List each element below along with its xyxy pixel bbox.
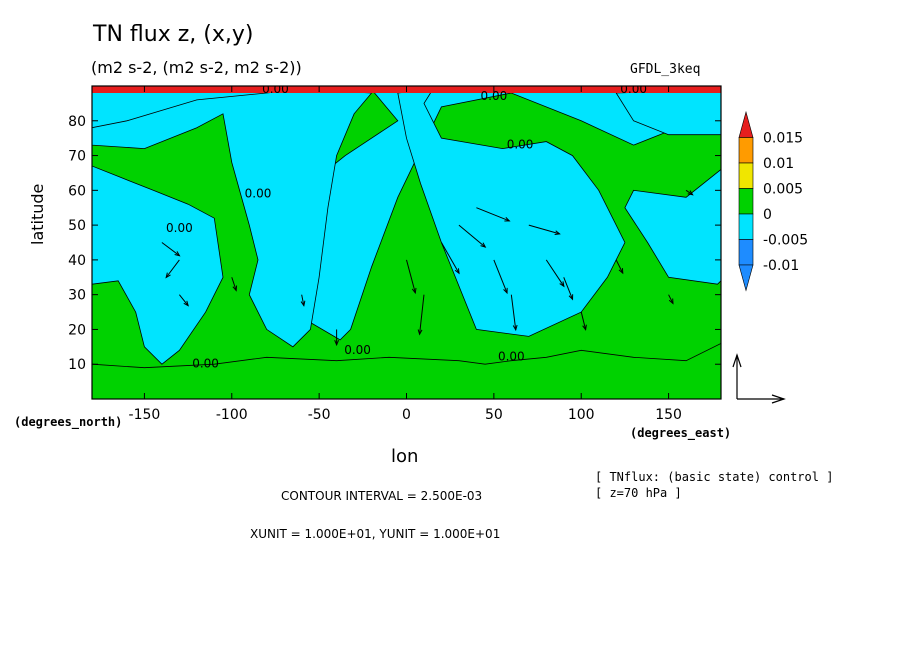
flux-vector-head [503,287,508,295]
flux-vector [458,224,486,248]
note-experiment: [ TNflux: (basic state) control ] [595,470,834,484]
contour-label: 0.00 [507,138,534,152]
contour-label: 0.00 [245,186,272,200]
flux-vector-head [165,272,171,279]
flux-vector [419,294,425,335]
flux-vector [406,259,416,294]
y-tick-label: 10 [68,357,86,373]
x-tick-label: -100 [216,407,248,423]
x-tick-label: -150 [129,407,161,423]
flux-vector-head [559,281,565,288]
flux-vector-head [411,287,417,295]
colorbar-bin [738,137,754,164]
y-tick-label: 50 [68,218,86,234]
flux-vector [580,311,587,330]
reference-vector [732,353,786,404]
flux-vector-head [668,298,674,305]
flux-vector [231,277,237,291]
contour-label: 0.00 [481,89,508,103]
colorbar-cap-bottom [738,264,754,292]
flux-vector-head [300,300,306,307]
negative-region [92,89,373,348]
reference-arrow-vertical-head [732,353,742,368]
contour-label: 0.00 [166,221,193,235]
flux-vector [615,259,624,274]
contour-label: 0.00 [192,357,219,371]
flux-vector [668,294,674,304]
reference-arrow-horizontal-head [771,394,786,404]
x-axis-label: lon [391,446,419,467]
colorbar-bin [738,188,754,215]
x-tick-label: -50 [308,407,331,423]
y-tick-label: 30 [68,288,86,304]
flux-vector [493,259,508,294]
flux-vector-head [512,324,518,332]
flux-vector [161,242,180,257]
flux-vector-head [454,268,460,275]
y-tick-label: 80 [68,114,86,130]
colorbar-label: 0 [763,207,772,223]
note-level: [ z=70 hPa ] [595,486,682,500]
positive-region [92,342,721,399]
flux-vector [476,207,510,222]
flux-vector-head [334,340,340,347]
flux-vector [510,294,517,330]
flux-vector-head [582,324,587,331]
flux-vector [545,259,565,287]
colorbar-label: 0.015 [763,131,803,147]
y-axis-label: latitude [28,183,47,245]
flux-vector-head [232,285,238,292]
dataset-label: GFDL_3keq [630,62,701,77]
flux-vectors [161,189,694,347]
flux-vector-head [417,329,423,336]
flux-vector [165,259,180,278]
x-axis-unit: (degrees_east) [630,426,732,440]
contour-label: 0.00 [498,350,525,364]
y-tick-label: 20 [68,322,86,338]
colorbar-bin [738,239,754,266]
y-axis-unit: (degrees_north) [14,415,123,429]
flux-vector-head [504,217,511,222]
flux-vector-head [174,251,181,257]
flux-vector-head [554,230,561,236]
y-tick-label: 70 [68,149,86,165]
flux-vector [301,294,305,306]
x-tick-label: 150 [655,407,682,423]
contour-interval: CONTOUR INTERVAL = 2.500E-03 [281,489,483,503]
colorbar-bin [738,162,754,189]
x-tick-label: 100 [568,407,595,423]
x-tick-label: 50 [485,407,503,423]
flux-vector [685,189,693,196]
flux-vector [528,224,560,235]
colorbar-label: -0.005 [763,233,808,249]
negative-region [397,89,626,337]
flux-vector [563,277,574,300]
y-tick-label: 40 [68,253,86,269]
page-subtitle: (m2 s-2, (m2 s-2, m2 s-2)) [91,58,302,77]
vector-units: XUNIT = 1.000E+01, YUNIT = 1.000E+01 [250,527,501,541]
flux-vector-head [480,242,487,248]
flux-vector-head [568,294,574,301]
page-title: TN flux z, (x,y) [93,22,254,47]
colorbar-label: 0.01 [763,156,794,172]
contour-label: 0.00 [344,343,371,357]
contour-label: 0.00 [262,82,289,96]
negative-region [92,165,224,365]
colorbar-label: 0.005 [763,182,803,198]
y-tick-label: 60 [68,183,86,199]
colorbar-label: -0.01 [763,258,799,274]
colorbar-bin [738,213,754,240]
contour-label: 0.00 [620,82,647,96]
colorbar-cap-top [738,110,754,138]
flux-vector-head [687,190,694,196]
x-tick-label: 0 [402,407,411,423]
flux-vector [441,242,460,274]
flux-vector-head [183,300,189,307]
flux-vector [178,294,189,306]
flux-vector-head [618,268,624,275]
